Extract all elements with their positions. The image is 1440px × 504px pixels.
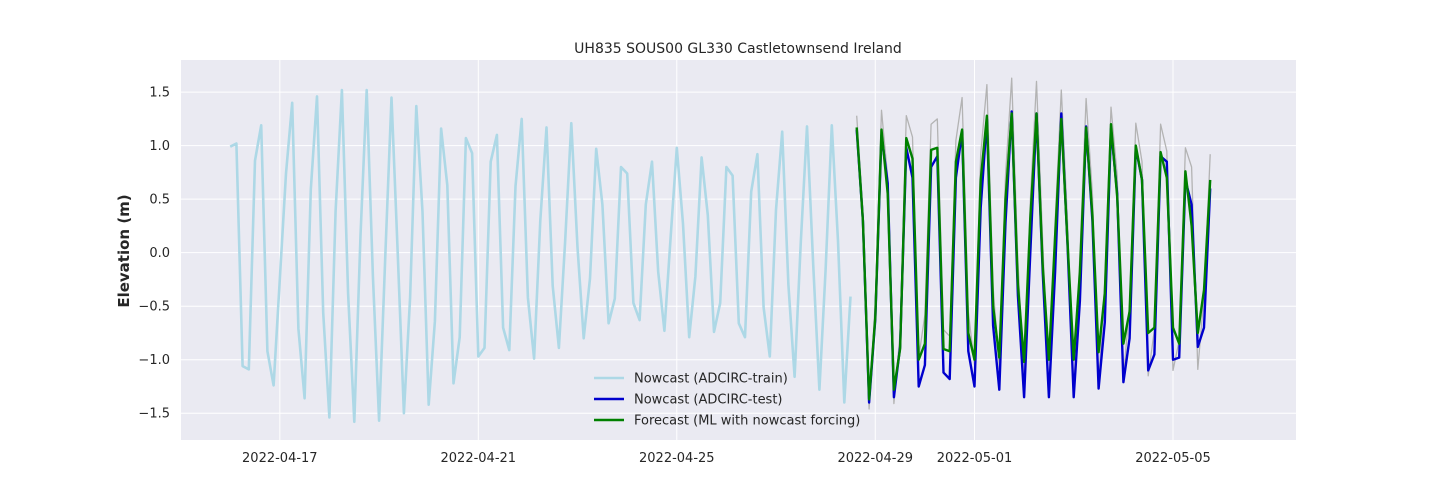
chart-title: UH835 SOUS00 GL330 Castletownsend Irelan… bbox=[574, 41, 902, 57]
y-tick-label: −1.5 bbox=[138, 407, 170, 422]
x-tick-label: 2022-04-17 bbox=[242, 451, 318, 466]
grid bbox=[181, 60, 1296, 440]
legend-label: Nowcast (ADCIRC-test) bbox=[634, 393, 783, 408]
y-tick-label: −0.5 bbox=[138, 300, 170, 315]
y-tick-label: 0.0 bbox=[149, 246, 170, 261]
legend-label: Forecast (ML with nowcast forcing) bbox=[634, 414, 860, 429]
y-axis-label: Elevation (m) bbox=[115, 194, 133, 307]
legend-label: Nowcast (ADCIRC-train) bbox=[634, 372, 788, 387]
y-tick-label: 0.5 bbox=[149, 193, 170, 208]
x-tick-label: 2022-04-29 bbox=[837, 451, 913, 466]
y-tick-label: 1.0 bbox=[149, 139, 170, 154]
y-tick-label: 1.5 bbox=[149, 86, 170, 101]
forecast-line bbox=[855, 112, 1212, 401]
legend: Nowcast (ADCIRC-train) Nowcast (ADCIRC-te… bbox=[594, 372, 860, 429]
train-nowcast-line bbox=[229, 88, 852, 424]
x-tick-label: 2022-05-05 bbox=[1135, 451, 1211, 466]
y-tick-label: −1.0 bbox=[138, 353, 170, 368]
series-lines bbox=[229, 77, 1212, 424]
x-tick-label: 2022-04-25 bbox=[639, 451, 715, 466]
x-tick-label: 2022-04-21 bbox=[441, 451, 517, 466]
y-axis: −1.5 −1.0 −0.5 0.0 0.5 1.0 1.5 bbox=[138, 86, 170, 422]
x-tick-label: 2022-05-01 bbox=[937, 451, 1013, 466]
x-axis: 2022-04-17 2022-04-21 2022-04-25 2022-04-29… bbox=[242, 451, 1211, 466]
